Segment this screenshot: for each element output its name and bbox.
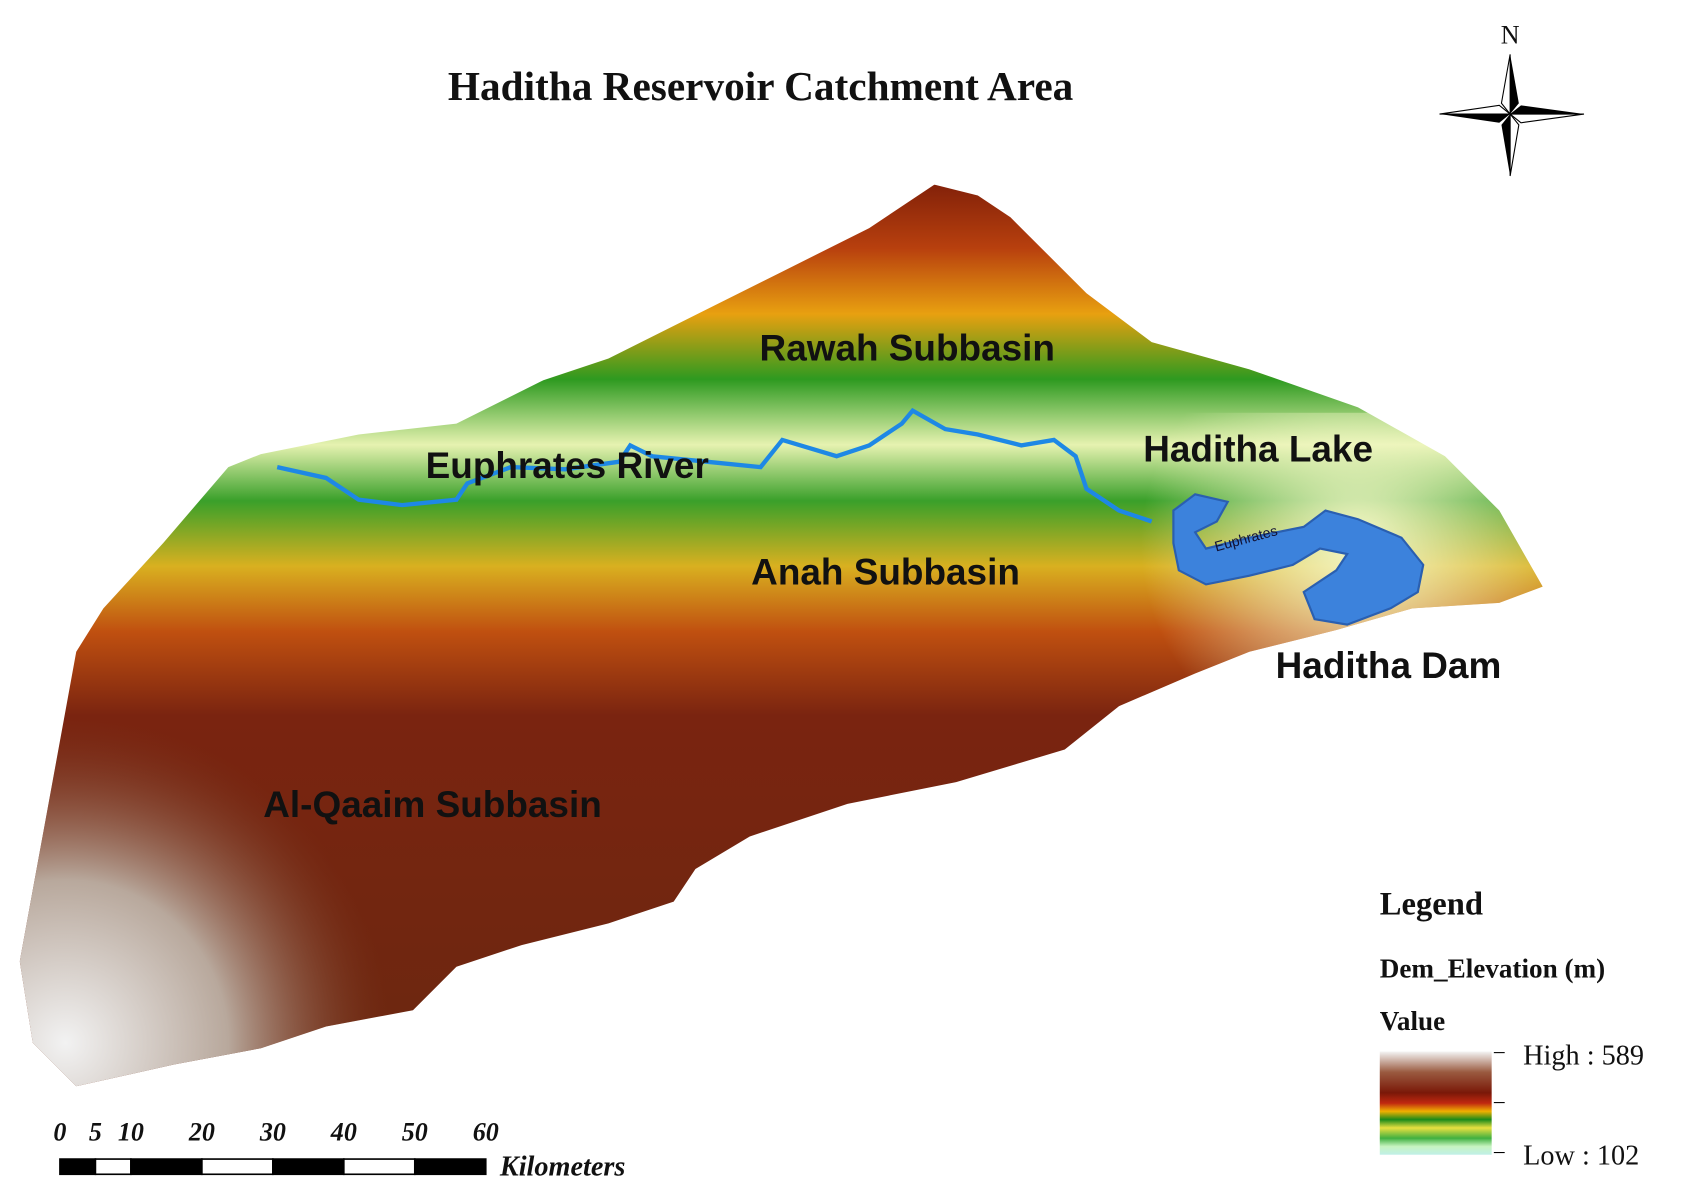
scale-bar: Kilometers 0 5 10 20 30 40 50 60 xyxy=(53,1118,625,1183)
scale-segment xyxy=(94,1158,132,1176)
scale-segment xyxy=(413,1158,487,1176)
map-label: Al-Qaaim Subbasin xyxy=(263,784,602,825)
north-arrow: N xyxy=(1439,20,1585,177)
legend-ramp xyxy=(1379,1051,1492,1155)
legend-high: High : 589 xyxy=(1523,1041,1644,1072)
lake xyxy=(1172,493,1425,626)
scale-tick-label: 0 xyxy=(53,1118,66,1147)
scale-tick-label: 5 xyxy=(89,1118,102,1147)
scale-tick-label: 40 xyxy=(330,1118,357,1147)
scale-tick-label: 20 xyxy=(188,1118,215,1147)
dem-raster xyxy=(19,184,1543,1087)
scale-segment xyxy=(201,1158,274,1176)
map-label: Haditha Lake xyxy=(1143,429,1373,470)
scale-unit: Kilometers xyxy=(499,1151,625,1182)
scale-segment xyxy=(343,1158,416,1176)
river xyxy=(276,407,1153,524)
scale-tick-label: 50 xyxy=(402,1118,428,1147)
map-title: Haditha Reservoir Catchment Area xyxy=(448,63,1074,109)
legend-title: Legend xyxy=(1380,887,1483,923)
scale-segment xyxy=(272,1158,345,1176)
scale-tick-label: 60 xyxy=(473,1118,499,1147)
map-label: Rawah Subbasin xyxy=(760,328,1055,369)
map-label: Haditha Dam xyxy=(1276,645,1502,686)
legend-low: Low : 102 xyxy=(1523,1140,1639,1171)
legend-value-header: Value xyxy=(1380,1006,1445,1036)
legend-field: Dem_Elevation (m) xyxy=(1380,954,1605,984)
north-label: N xyxy=(1501,20,1520,49)
scale-tick-label: 10 xyxy=(118,1118,144,1147)
scale-segment xyxy=(59,1158,97,1176)
map-label: Anah Subbasin xyxy=(751,551,1020,592)
scale-segment xyxy=(130,1158,203,1176)
scale-tick-label: 30 xyxy=(259,1118,286,1147)
legend: Legend Dem_Elevation (m) Value High : 58… xyxy=(1379,887,1644,1171)
map-label: Euphrates River xyxy=(426,445,709,486)
